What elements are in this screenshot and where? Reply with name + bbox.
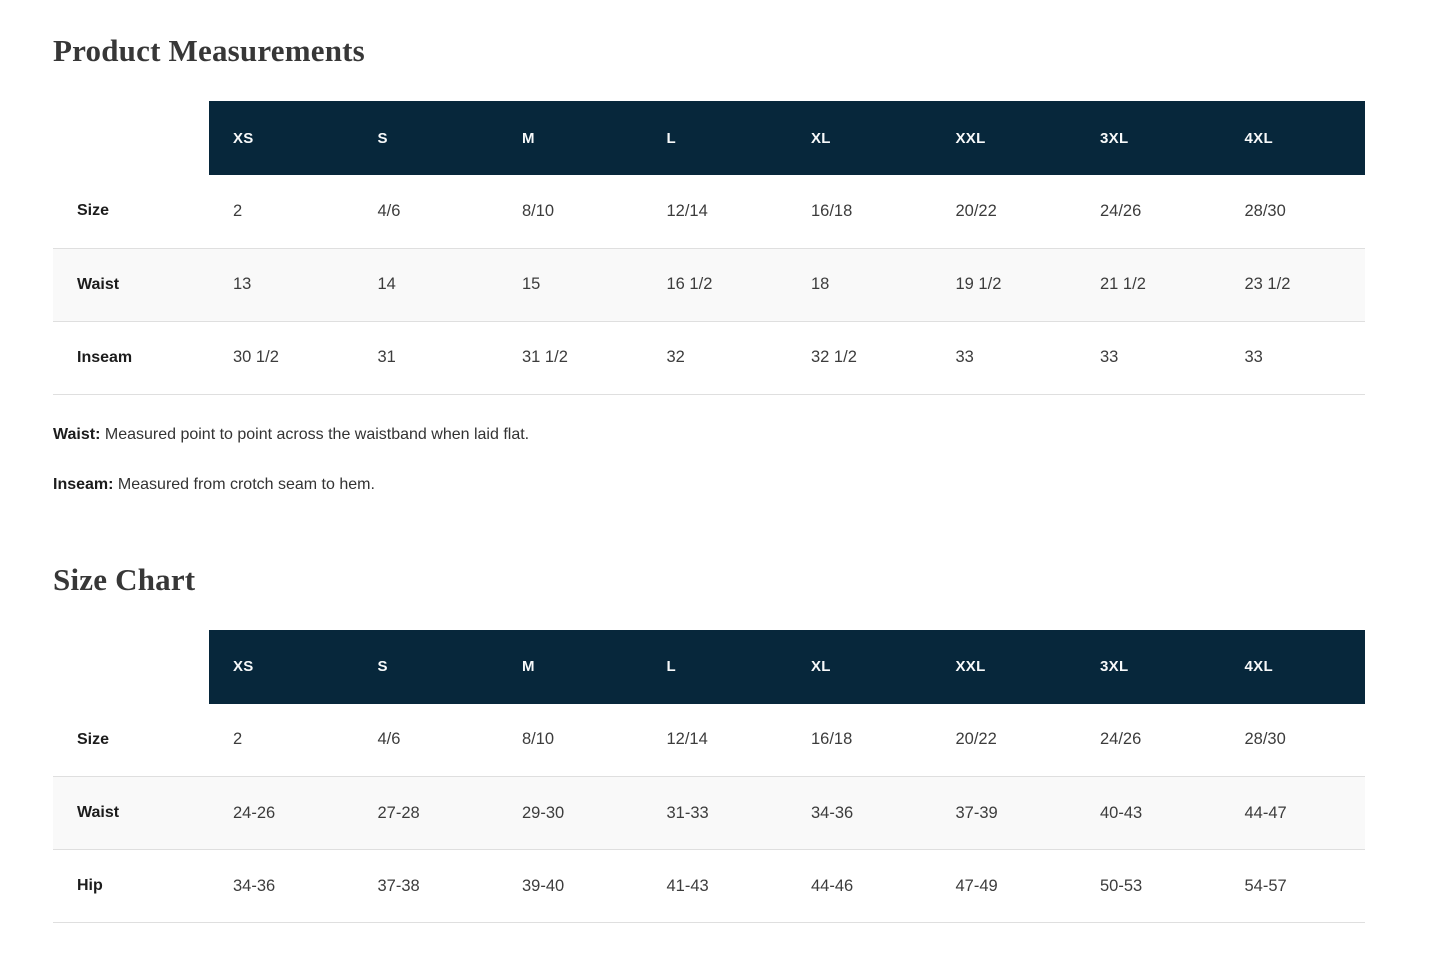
column-header-3xl: 3XL [1076,629,1221,704]
table-cell: 16/18 [811,201,853,220]
row-label: Size [77,202,110,220]
table-cell: 41-43 [666,876,709,895]
row-label: Waist [77,275,120,293]
column-header-xs: XS [209,101,354,175]
table-cell: 50-53 [1100,876,1143,895]
table-cell: 19 1/2 [955,275,1002,293]
product-measurements-table: XS S M L XL XXL 3XL 4XL Size 2 4/6 8/10 … [53,101,1365,395]
table-cell: 44-46 [811,876,854,895]
table-cell: 31 [377,348,396,366]
column-header-4xl: 4XL [1220,629,1365,704]
row-label: Hip [77,877,103,894]
table-cell: 32 1/2 [811,348,857,366]
table-header-row: XS S M L XL XXL 3XL 4XL [53,101,1365,175]
header-corner-cell [53,101,209,175]
table-cell: 30 1/2 [233,348,279,366]
table-cell: 33 [955,348,974,366]
table-cell: 44-47 [1244,803,1287,822]
waist-note-text: Measured point to point across the waist… [104,425,530,443]
row-label: Waist [77,804,120,821]
table-cell: 15 [522,275,541,293]
table-cell: 33 [1100,348,1119,366]
table-cell: 27-28 [377,803,420,822]
table-cell: 31 1/2 [522,348,568,366]
table-cell: 8/10 [522,201,555,220]
row-label: Inseam [77,348,133,366]
table-row-hip: Hip 34-36 37-38 39-40 41-43 44-46 47-49 … [53,849,1365,923]
column-header-3xl: 3XL [1076,101,1221,175]
table-cell: 54-57 [1244,876,1287,895]
table-row-waist: Waist 24-26 27-28 29-30 31-33 34-36 37-3… [53,776,1365,850]
table-cell: 28/30 [1244,201,1286,220]
column-header-xl: XL [787,101,932,175]
table-cell: 2 [233,201,243,220]
table-cell: 34-36 [811,803,854,822]
column-header-m: M [498,101,643,175]
table-cell: 37-39 [955,803,998,822]
size-chart-title: Size Chart [53,561,196,597]
table-header-row: XS S M L XL XXL 3XL 4XL [53,629,1365,704]
column-header-xxl: XXL [931,629,1076,704]
table-cell: 8/10 [522,730,555,749]
table-cell: 29-30 [522,803,565,822]
table-cell: 20/22 [955,201,997,220]
table-cell: 20/22 [955,730,997,749]
column-header-l: L [642,629,787,704]
table-cell: 28/30 [1244,730,1286,749]
table-cell: 16/18 [811,730,853,749]
column-header-xxl: XXL [931,101,1076,175]
table-cell: 33 [1244,348,1263,366]
table-cell: 18 [811,275,830,293]
size-chart-table: XS S M L XL XXL 3XL 4XL Size 2 4/6 8/10 … [53,629,1365,924]
table-cell: 4/6 [377,730,401,749]
table-cell: 4/6 [377,201,401,220]
table-cell: 34-36 [233,876,276,895]
table-cell: 12/14 [666,730,708,749]
table-row-size: Size 2 4/6 8/10 12/14 16/18 20/22 24/26 … [53,703,1365,777]
column-header-s: S [353,629,498,704]
inseam-note-term: Inseam: [53,475,114,493]
column-header-xl: XL [787,629,932,704]
table-cell: 37-38 [377,876,420,895]
table-cell: 47-49 [955,876,998,895]
waist-note-term: Waist: [53,425,101,443]
table-cell: 24-26 [233,803,276,822]
product-measurements-title: Product Measurements [53,33,365,68]
row-label: Size [77,730,110,748]
table-cell: 31-33 [666,803,709,822]
column-header-xs: XS [209,629,354,704]
table-row-waist: Waist 13 14 15 16 1/2 18 19 1/2 21 1/2 2… [53,248,1365,321]
table-cell: 40-43 [1100,803,1143,822]
table-cell: 12/14 [666,201,708,220]
table-cell: 16 1/2 [666,275,713,293]
inseam-note-text: Measured from crotch seam to hem. [117,475,375,493]
table-cell: 21 1/2 [1100,275,1146,293]
waist-note: Waist: Measured point to point across th… [53,425,1365,445]
table-cell: 13 [233,275,252,293]
column-header-l: L [642,101,787,175]
table-cell: 39-40 [522,876,565,895]
table-cell: 32 [666,348,685,366]
table-cell: 23 1/2 [1244,275,1291,293]
table-row-inseam: Inseam 30 1/2 31 31 1/2 32 32 1/2 33 33 … [53,321,1365,394]
column-header-m: M [498,629,643,704]
table-cell: 2 [233,730,243,749]
table-cell: 14 [377,275,396,293]
column-header-4xl: 4XL [1220,101,1365,175]
table-row-size: Size 2 4/6 8/10 12/14 16/18 20/22 24/26 … [53,175,1365,248]
header-corner-cell [53,630,209,704]
table-cell: 24/26 [1100,201,1142,220]
table-cell: 24/26 [1100,730,1142,749]
column-header-s: S [353,101,498,175]
inseam-note: Inseam: Measured from crotch seam to hem… [53,475,1365,495]
